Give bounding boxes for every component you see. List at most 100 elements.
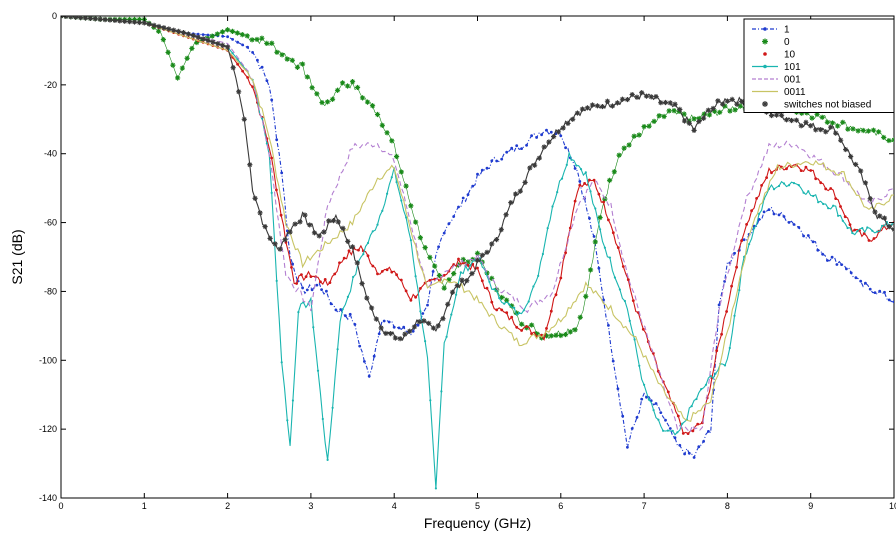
data-point (639, 90, 645, 96)
data-point (768, 112, 775, 119)
data-point (515, 144, 519, 148)
data-point (262, 223, 268, 230)
data-point (629, 91, 635, 98)
data-point (445, 335, 448, 338)
data-point (553, 332, 559, 338)
data-point (366, 241, 370, 245)
data-point (657, 418, 660, 421)
data-point (215, 41, 221, 47)
data-point (745, 223, 748, 226)
data-point (621, 265, 625, 268)
data-point (336, 348, 339, 351)
data-point (386, 192, 389, 195)
data-point (500, 157, 504, 161)
legend-label: 1 (784, 25, 790, 36)
data-point (861, 227, 864, 230)
data-point (578, 183, 582, 187)
data-point (767, 208, 771, 212)
data-point (584, 171, 587, 174)
data-point (377, 332, 381, 336)
data-point (309, 275, 313, 278)
data-point (385, 268, 389, 272)
data-point (565, 120, 571, 127)
data-point (551, 205, 554, 208)
data-point (165, 49, 171, 55)
data-point (428, 278, 432, 282)
y-tick-label: 0 (52, 11, 57, 21)
data-point (737, 103, 743, 109)
data-point (666, 429, 670, 432)
x-tick-label: 6 (558, 501, 563, 511)
data-point (850, 126, 856, 132)
data-point (797, 184, 800, 187)
data-point (631, 133, 637, 139)
data-point (559, 134, 563, 138)
data-point (349, 244, 356, 250)
data-point (359, 280, 365, 287)
data-point (792, 182, 796, 185)
data-point (495, 308, 499, 312)
data-point (536, 155, 542, 161)
data-point (489, 241, 495, 247)
data-point (324, 99, 331, 105)
data-point (641, 123, 647, 130)
data-point (256, 58, 259, 62)
data-point (621, 145, 627, 151)
data-point (359, 95, 366, 101)
data-point (166, 26, 172, 32)
data-point (247, 162, 253, 168)
data-point (392, 335, 398, 341)
data-point (772, 188, 776, 191)
data-point (171, 27, 177, 33)
data-point (320, 288, 323, 291)
data-point (384, 130, 390, 136)
data-point (275, 279, 278, 282)
data-point (398, 169, 404, 175)
y-tick-label: -100 (39, 355, 57, 365)
data-point (546, 139, 552, 145)
data-point (279, 213, 283, 217)
data-point (603, 246, 607, 249)
data-point (107, 17, 113, 23)
data-point (785, 167, 788, 171)
x-tick-label: 10 (889, 501, 896, 511)
data-point (583, 182, 586, 185)
legend-entry: 1 (752, 25, 790, 36)
data-point (310, 288, 314, 292)
data-point (421, 318, 427, 324)
data-point (432, 263, 438, 269)
data-point (854, 276, 858, 280)
data-point (700, 388, 703, 391)
data-point (583, 293, 589, 299)
data-point (676, 108, 682, 115)
data-point (678, 443, 682, 447)
data-point (661, 113, 667, 120)
data-point (728, 346, 731, 350)
y-tick-label: -60 (44, 218, 57, 228)
data-point (369, 103, 376, 109)
data-point (387, 320, 391, 324)
data-point (686, 432, 690, 435)
data-point (279, 52, 285, 58)
data-point (409, 239, 412, 242)
data-point (503, 212, 509, 218)
data-point (777, 184, 781, 188)
data-point (519, 321, 525, 327)
data-point (832, 204, 835, 207)
data-point (411, 324, 418, 330)
data-point (819, 114, 825, 120)
data-point (787, 221, 791, 224)
data-point (402, 331, 408, 337)
data-point (802, 191, 805, 194)
data-point (136, 19, 142, 26)
data-point (765, 176, 768, 180)
data-point (788, 117, 795, 124)
data-point (249, 37, 255, 43)
data-point (604, 98, 611, 104)
data-point (339, 80, 346, 86)
data-point (414, 295, 417, 299)
data-point (441, 285, 447, 291)
data-point (616, 387, 620, 391)
data-point (609, 103, 616, 109)
